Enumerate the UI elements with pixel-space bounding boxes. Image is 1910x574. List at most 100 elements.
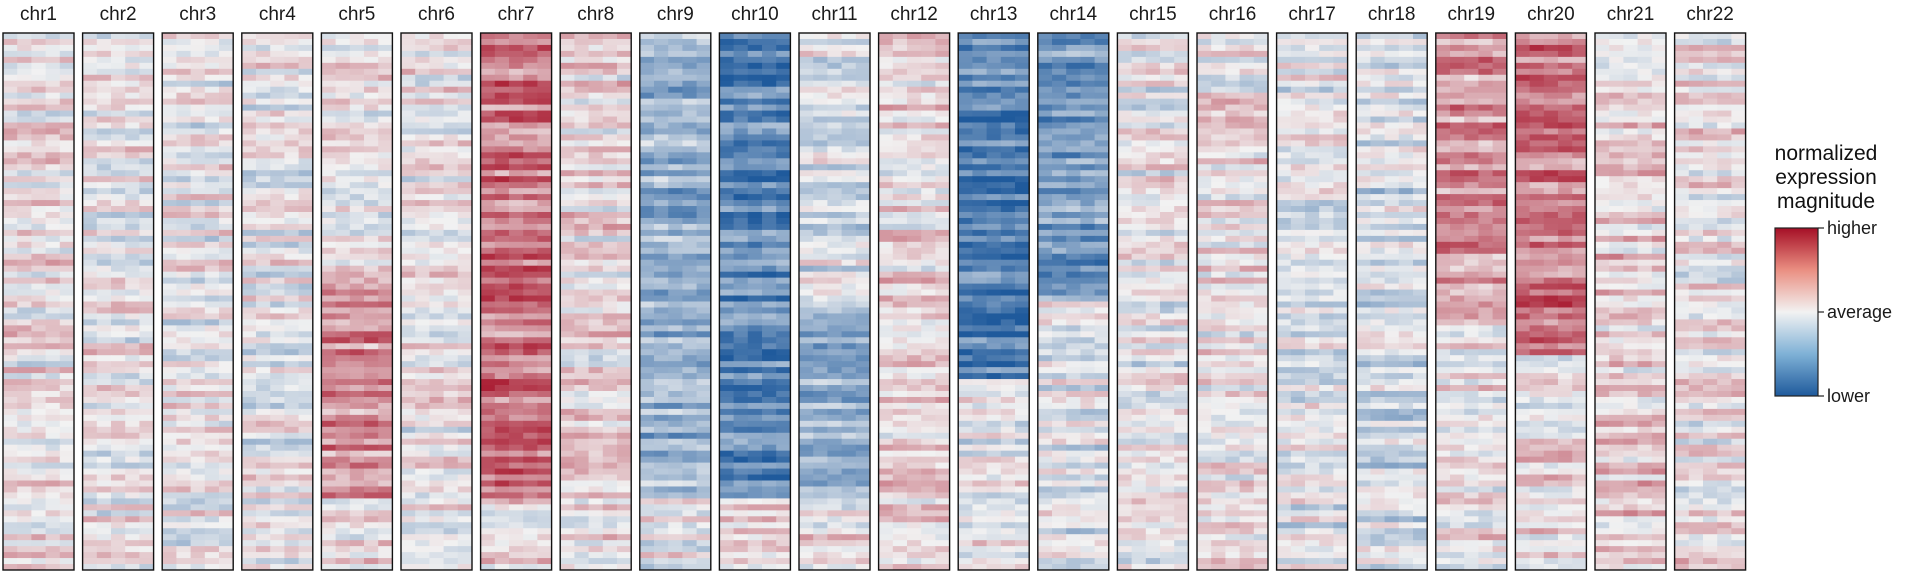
heatmap-cell [429,33,444,40]
heatmap-cell [82,140,98,147]
heatmap-cell [204,343,220,350]
heatmap-cell [523,38,538,46]
heatmap-cell [443,349,459,356]
heatmap-cell [668,164,683,171]
heatmap-cell [682,432,697,440]
heatmap-cell [415,158,430,165]
heatmap-cell [827,402,842,410]
heatmap-cell [639,289,655,296]
heatmap-cell [364,420,379,428]
heatmap-cell [560,408,575,416]
heatmap-cell [457,104,473,111]
heatmap-cell [654,98,669,105]
heatmap-cell [457,504,473,511]
heatmap-cell [747,56,763,64]
heatmap-cell [3,331,18,338]
heatmap-cell [284,331,299,338]
heatmap-cell [457,325,473,332]
heatmap-cell [3,295,18,302]
heatmap-cell [443,33,459,40]
heatmap-cell [776,468,791,475]
heatmap-cell [82,355,98,362]
heatmap-cell [219,432,234,440]
heatmap-cell [523,456,538,463]
heatmap-cell [298,176,314,183]
heatmap-cell [190,122,206,129]
heatmap-cell [96,331,112,338]
heatmap-cell [125,217,140,225]
heatmap-cell [480,33,496,40]
heatmap-cell [59,420,75,428]
heatmap-cell [162,247,177,255]
heatmap-cell [401,253,416,261]
heatmap-cell [111,229,126,237]
heatmap-cell [3,534,18,541]
heatmap-cell [162,122,177,129]
heatmap-cell [111,486,126,493]
heatmap-cell [162,396,177,404]
heatmap-cell [654,313,669,320]
heatmap-cell [762,534,777,541]
heatmap-cell [321,271,336,279]
heatmap-cell [111,289,126,296]
heatmap-cell [682,426,697,434]
heatmap-cell [827,486,842,493]
heatmap-cell [31,241,46,249]
heatmap-cell [639,528,655,535]
heatmap-cell [125,343,140,350]
heatmap-cell [298,402,314,410]
heatmap-cell [799,564,814,571]
heatmap-cell [443,367,459,374]
heatmap-cell [59,307,75,314]
heatmap-cell [762,182,777,189]
heatmap-cell [574,486,589,493]
heatmap-cell [457,528,473,535]
heatmap-cell [813,558,828,565]
heatmap-cell [719,349,734,356]
heatmap-cell [415,337,430,344]
heatmap-cell [429,546,444,553]
heatmap-cell [364,462,379,469]
panel-label-chr11: chr11 [811,4,857,25]
heatmap-cell [733,444,749,452]
heatmap-cell [401,176,416,183]
heatmap-cell [125,426,140,434]
heatmap-cell [82,289,98,296]
heatmap-cell [335,355,351,362]
heatmap-cell [776,420,791,428]
heatmap-cell [588,396,604,404]
heatmap-cell [855,534,871,541]
heatmap-cell [494,146,510,153]
heatmap-cell [588,534,604,541]
heatmap-cell [82,164,98,171]
heatmap-cell [176,546,191,553]
heatmap-cell [298,516,314,523]
heatmap-cell [17,229,32,237]
heatmap-cell [256,212,271,219]
heatmap-cell [841,510,857,517]
heatmap-cell [284,319,299,326]
heatmap-cell [668,212,683,219]
heatmap-cell [841,426,857,434]
heatmap-cell [762,414,777,422]
heatmap-cell [176,110,191,117]
heatmap-cell [776,62,791,70]
heatmap-cell [219,38,234,46]
heatmap-cell [560,62,575,70]
heatmap-cell [813,80,828,88]
heatmap-cell [776,301,791,308]
heatmap-cell [96,74,112,82]
heatmap-cell [762,480,777,487]
heatmap-cell [321,229,336,237]
heatmap-cell [82,86,98,94]
heatmap-cell [31,104,46,111]
heatmap-cell [82,152,98,159]
heatmap-cell [480,176,496,183]
heatmap-cell [190,44,206,52]
heatmap-cell [747,265,763,273]
heatmap-cell [813,402,828,410]
heatmap-cell [762,223,777,231]
heatmap-cell [617,200,632,207]
heatmap-cell [82,426,98,434]
heatmap-cell [349,38,365,46]
